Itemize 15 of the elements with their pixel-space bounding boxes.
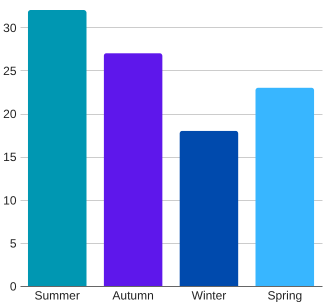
- x-tick-label: Spring: [267, 288, 302, 302]
- y-tick-label: 15: [3, 150, 17, 164]
- y-tick-label: 25: [3, 64, 17, 78]
- y-tick-label: 30: [3, 20, 17, 35]
- y-tick-label: 10: [3, 193, 17, 208]
- x-tick-label: Winter: [192, 288, 226, 302]
- bar: [104, 53, 162, 286]
- x-tick-label: Autumn: [112, 288, 154, 302]
- x-tick-label: Summer: [34, 288, 80, 302]
- y-tick-label: 0: [10, 280, 17, 294]
- y-tick-label: 5: [10, 236, 17, 250]
- bar: [28, 10, 87, 286]
- bar: [255, 88, 314, 286]
- y-tick-label: 20: [3, 107, 17, 121]
- bar: [180, 130, 238, 286]
